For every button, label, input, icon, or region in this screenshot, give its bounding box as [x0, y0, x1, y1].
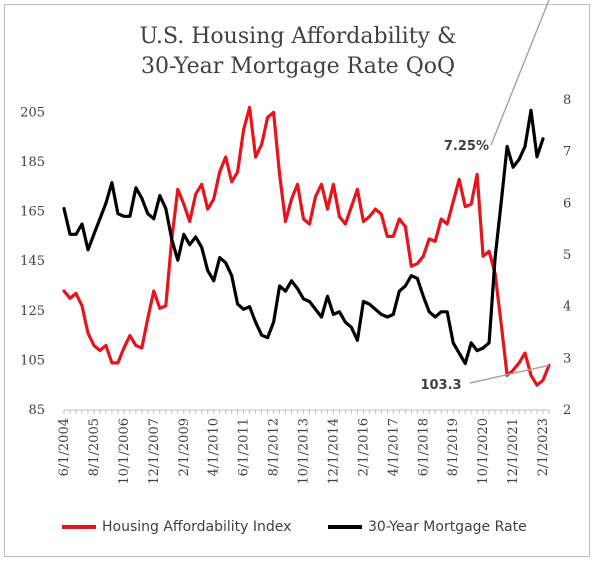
- x-tick-label: 6/1/2004: [57, 418, 72, 476]
- y-right-tick-label: 4: [563, 300, 571, 315]
- y-left-tick-label: 85: [28, 403, 45, 418]
- y-right-tick-label: 8: [563, 93, 571, 108]
- y-right-tick-label: 6: [563, 196, 571, 211]
- x-tick-label: 10/1/2013: [297, 418, 312, 485]
- x-tick-label: 2/1/2009: [177, 418, 192, 476]
- y-right-tick-label: 7: [563, 145, 571, 160]
- x-tick-label: 10/1/2006: [117, 418, 132, 485]
- x-tick-label: 8/1/2005: [87, 418, 102, 476]
- legend-label-mortgage-rate: 30-Year Mortgage Rate: [368, 519, 527, 535]
- x-tick-label: 4/1/2010: [207, 418, 222, 476]
- y-right-tick-label: 2: [563, 403, 571, 418]
- y-left-tick-label: 145: [20, 254, 45, 269]
- y-left-tick-label: 105: [20, 353, 45, 368]
- legend-item-mortgage-rate: 30-Year Mortgage Rate: [328, 517, 527, 537]
- legend-swatch-mortgage-rate: [328, 525, 362, 529]
- legend-swatch-affordability: [62, 525, 96, 529]
- y-left-tick-label: 185: [20, 155, 45, 170]
- chart-title-line-2: 30-Year Mortgage Rate QoQ: [140, 54, 456, 79]
- x-tick-label: 4/1/2017: [386, 418, 401, 476]
- x-tick-label: 12/1/2014: [326, 418, 341, 485]
- x-tick-label: 10/1/2020: [476, 418, 491, 485]
- affordability-end-label: 103.3: [420, 378, 461, 393]
- mortgage-rate-line: [62, 108, 545, 366]
- x-tick-label: 12/1/2007: [147, 418, 162, 485]
- x-tick-label: 6/1/2011: [237, 418, 252, 476]
- legend-label-affordability: Housing Affordability Index: [102, 519, 292, 535]
- x-tick-label: 8/1/2019: [446, 418, 461, 476]
- x-tick-label: 12/1/2021: [506, 418, 521, 485]
- mortgage-rate-end-label: 7.25%: [444, 139, 489, 154]
- chart-legend: Housing Affordability Index 30-Year Mort…: [0, 517, 596, 541]
- mortgage-rate-leader-line: [490, 0, 550, 146]
- affordability-leader-line: [469, 364, 550, 384]
- chart-title-line-1: U.S. Housing Affordability &: [139, 24, 457, 49]
- affordability-index-line: [62, 105, 551, 387]
- x-tick-label: 2/1/2016: [356, 418, 371, 476]
- y-right-tick-label: 3: [563, 351, 571, 366]
- x-tick-label: 6/1/2018: [416, 418, 431, 476]
- y-right-tick-label: 5: [563, 248, 571, 263]
- x-tick-label: 2/1/2023: [536, 418, 551, 476]
- y-left-tick-label: 125: [20, 304, 45, 319]
- chart-title: U.S. Housing Affordability & 30-Year Mor…: [0, 22, 596, 82]
- x-tick-label: 8/1/2012: [267, 418, 282, 476]
- legend-item-affordability: Housing Affordability Index: [62, 517, 291, 537]
- y-left-tick-label: 205: [20, 105, 45, 120]
- y-left-tick-label: 165: [20, 205, 45, 220]
